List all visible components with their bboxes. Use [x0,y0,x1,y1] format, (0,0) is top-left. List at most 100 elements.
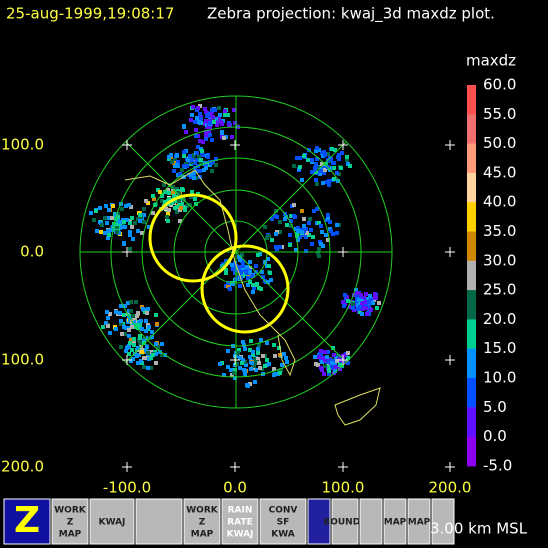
echo-cell [251,353,255,357]
echo-cell [323,350,327,354]
toolbar-button[interactable]: Z [3,498,51,545]
echo-cell [261,354,265,358]
echo-cell [178,219,182,223]
toolbar-button[interactable] [431,498,455,545]
colorbar-label: 0.0 [483,427,507,445]
echo-cell [215,123,219,127]
echo-cell [129,300,133,304]
echo-cell [323,358,327,362]
echo-cell [241,358,245,362]
echo-cell [110,216,114,220]
echo-cell [243,372,247,376]
echo-cell [233,121,237,125]
echo-cell [89,211,93,215]
echo-cell [217,106,221,110]
echo-cell [128,233,132,237]
echo-cell [167,191,171,195]
echo-cell [231,282,235,286]
toolbar-button[interactable]: MAP [383,498,407,545]
colorbar-label: 20.0 [483,310,516,328]
echo-cell [178,172,182,176]
echo-cell [123,304,127,308]
echo-cell [320,360,324,364]
echo-cell [275,247,279,251]
toolbar-button[interactable]: RAIN RATE KWAJ [221,498,259,545]
echo-cell [129,338,133,342]
echo-cell [142,356,146,360]
button-face [407,498,431,545]
echo-cell [314,362,318,366]
echo-cell [193,166,197,170]
echo-cell [314,162,318,166]
echo-cell [189,118,193,122]
echo-cell [251,290,255,294]
echo-cell [166,212,170,216]
echo-cell [235,362,239,366]
echo-cell [106,229,110,233]
echo-cell [163,200,167,204]
echo-cell [256,351,260,355]
toolbar-button[interactable] [135,498,183,545]
echo-cell [196,169,200,173]
button-label: KWAJ [99,518,126,528]
echo-cell [331,232,335,236]
echo-cell [190,158,194,162]
echo-cell [130,216,134,220]
echo-cell [120,332,124,336]
echo-cell [298,156,302,160]
echo-cell [348,305,352,309]
color-swatch [467,231,476,262]
echo-cell [302,217,306,221]
y-axis-label: 100.0 [1,136,44,154]
echo-cell [309,228,313,232]
echo-cell [151,353,155,357]
echo-cell [160,353,164,357]
toolbar-button[interactable]: CONV SF KWA [259,498,307,545]
echo-cell [302,224,306,228]
echo-cell [265,341,269,345]
echo-cell [250,274,254,278]
echo-cell [343,293,347,297]
echo-cell [175,163,179,167]
echo-cell [304,235,308,239]
echo-cell [185,164,189,168]
grid-marker [338,462,348,472]
echo-cell [300,230,304,234]
toolbar-button[interactable]: WORK Z MAP [51,498,89,545]
echo-cell [118,311,122,315]
echo-cell [128,341,132,345]
colorbar-label: 30.0 [483,251,516,269]
echo-cell [226,281,230,285]
echo-cell [222,136,226,140]
echo-cell [278,371,282,375]
toolbar-button[interactable]: MAP [407,498,431,545]
toolbar-button[interactable] [307,498,331,545]
button-label: RAIN [228,506,253,516]
echo-cell [119,319,123,323]
echo-cell [245,271,249,275]
echo-cell [139,359,143,363]
echo-cell [217,116,221,120]
echo-cell [296,238,300,242]
echo-cell [211,115,215,119]
colorbar: maxdz 60.0 55.0 50.0 45.0 40.0 35.0 30.0 25.0 20… [466,52,516,475]
echo-cell [371,301,375,305]
echo-cell [204,119,208,123]
echo-cell [272,367,276,371]
echo-cell [315,146,319,150]
echo-cell [289,224,293,228]
echo-cell [149,366,153,370]
echo-cell [326,213,330,217]
toolbar-button[interactable]: BOUNDS [323,498,367,545]
echo-cell [166,188,170,192]
echo-cell [240,253,244,257]
toolbar-button[interactable]: KWAJ [89,498,135,545]
echo-cell [327,372,331,376]
button-label: WORK [54,506,87,516]
echo-cell [156,347,160,351]
echo-cell [160,199,164,203]
echo-cell [127,334,131,338]
toolbar-button[interactable] [359,498,383,545]
button-face [3,498,51,545]
toolbar-button[interactable]: WORK Z MAP [183,498,221,545]
